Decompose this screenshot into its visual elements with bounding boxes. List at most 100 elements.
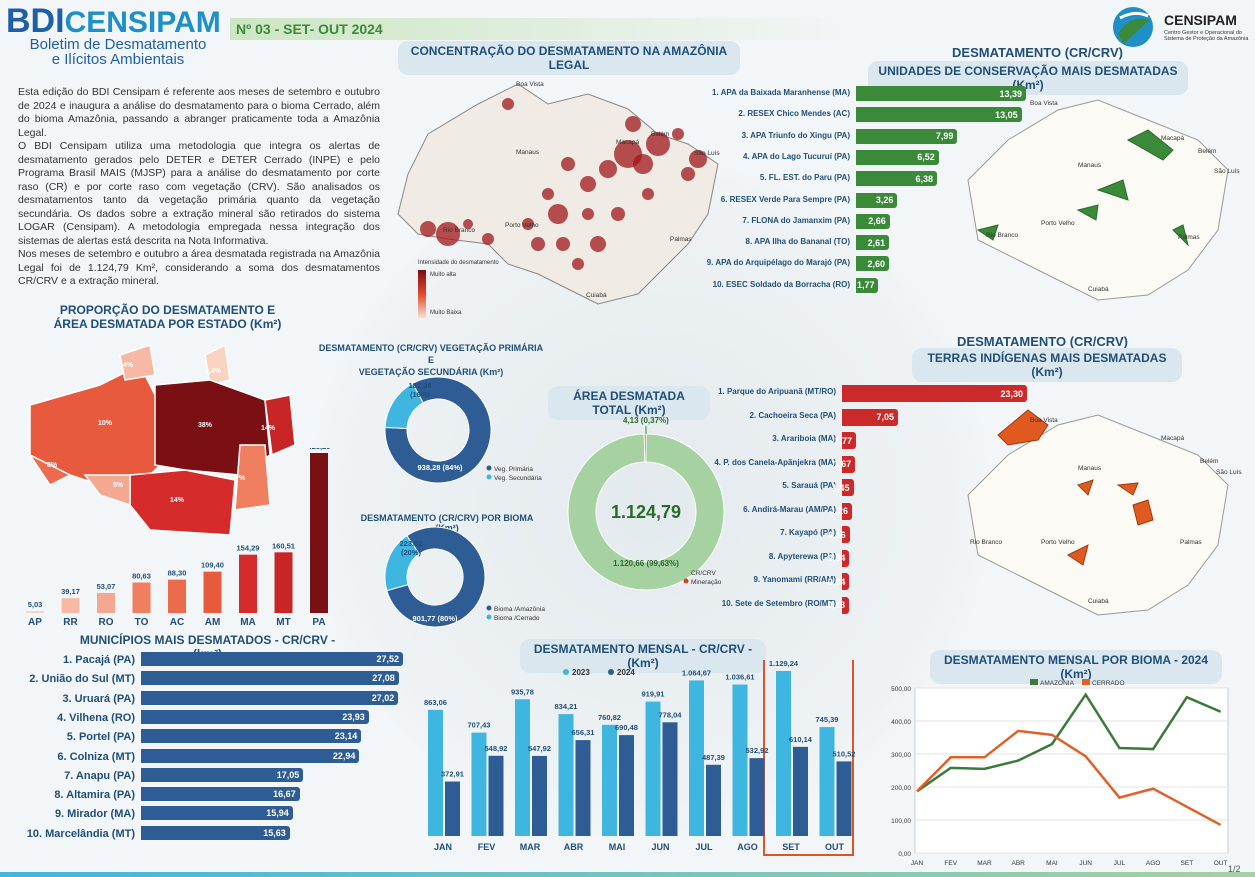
- bar-label: 2. RESEX Chico Mendes (AC): [738, 109, 850, 119]
- month-value-label: 1.036,61: [725, 673, 754, 682]
- heat-spot: [625, 116, 641, 132]
- month-tick-label: OUT: [825, 842, 845, 852]
- bar-label: 9. APA do Arquipélago do Marajó (PA): [706, 258, 850, 268]
- uc-map: [967, 99, 1229, 301]
- legend-label: Veg. Primária: [494, 466, 533, 473]
- bar-value: 13,39: [999, 88, 1022, 99]
- y-tick-label: 400,00: [891, 719, 911, 726]
- bar: 17,05: [141, 767, 304, 782]
- bar: 7,99: [856, 128, 958, 144]
- subtitle-line2: e Ilícitos Ambientais: [51, 51, 185, 68]
- state-pct-label: 0,4%: [205, 368, 222, 375]
- month-bar: [558, 714, 574, 836]
- y-tick-label: 100,00: [891, 818, 911, 825]
- donut-slice: [384, 382, 424, 430]
- state-tick-label: PA: [312, 617, 325, 628]
- bar: 23,93: [141, 709, 369, 724]
- bar-label: 4. Vilhena (RO): [56, 711, 135, 724]
- bar: 0,94: [828, 549, 850, 567]
- state-pct-label: 8%: [47, 462, 58, 469]
- states-title: PROPORÇÃO DO DESMATAMENTO E ÁREA DESMATA…: [40, 303, 295, 331]
- state-tick-label: AC: [170, 617, 184, 628]
- legend-dot: [486, 474, 492, 480]
- bar-value: 27,02: [371, 692, 395, 703]
- legend-label: CR/CRV: [691, 570, 716, 577]
- donut-slice: [386, 526, 486, 628]
- bar-value: 15,94: [266, 808, 289, 819]
- biomamensal-title: DESMATAMENTO MENSAL POR BIOMA - 2024 (Km…: [930, 650, 1222, 684]
- concentration-title: CONCENTRAÇÃO DO DESMATAMENTO NA AMAZÔNIA…: [398, 41, 740, 75]
- bar-value: 23,30: [1000, 388, 1023, 399]
- city-label: Belém: [651, 131, 670, 138]
- city-label: Palmas: [1180, 539, 1202, 546]
- bar-value: 0,88: [827, 600, 845, 610]
- month-tick-label: SET: [782, 842, 800, 852]
- bar: 2,66: [856, 213, 890, 229]
- bar: 6,52: [856, 149, 939, 165]
- city-label: Rio Branco: [986, 232, 1019, 239]
- bar-label: 5. Portel (PA): [66, 731, 135, 744]
- total-crcrv-label: 1.120,66 (99,63%): [613, 559, 679, 568]
- donut-value-label: (16%): [410, 390, 431, 399]
- state-bar: [97, 592, 115, 613]
- month-tick-label: MAI: [609, 842, 626, 852]
- legend-label: 2024: [617, 668, 635, 677]
- month-tick-label: FEV: [478, 842, 496, 852]
- legend-label: Bioma /Cerrado: [494, 615, 540, 622]
- legend-dot: [486, 614, 492, 620]
- bar-value: 6,38: [915, 173, 933, 184]
- state-bar: [203, 571, 222, 613]
- x-tick-label: JUL: [1114, 860, 1126, 867]
- state-value-label: 53,07: [97, 582, 116, 591]
- city-label: São Luís: [1214, 168, 1240, 175]
- bar-value: 23,93: [342, 711, 365, 722]
- donut-slice: [384, 535, 420, 592]
- city-label: São Luís: [694, 150, 720, 157]
- series-line: [916, 692, 1222, 793]
- month-bar: [602, 724, 617, 836]
- bar: 1,45: [832, 479, 854, 496]
- city-label: Rio Branco: [970, 539, 1003, 546]
- states-title1: PROPORÇÃO DO DESMATAMENTO E: [59, 303, 276, 317]
- month-tick-label: AGO: [737, 842, 758, 852]
- month-value-label: 548,92: [485, 744, 508, 753]
- bar-value: 23,14: [334, 731, 358, 742]
- bar: 6,38: [856, 171, 937, 187]
- heat-spot: [642, 188, 654, 200]
- state-value-label: 423,25: [308, 448, 331, 451]
- city-label: Manaus: [1078, 465, 1102, 472]
- bar-label: 8. APA Ilha do Bananal (TO): [745, 237, 850, 247]
- donut-slice: [643, 433, 647, 463]
- city-label: Manaus: [1078, 162, 1102, 169]
- bar-label: 5. FL. EST. do Paru (PA): [759, 173, 850, 183]
- bioma-donut-chart: 901,77 (80%) 223,02(20%) Bioma /Amazônia Bi…: [384, 526, 545, 628]
- subtitle-line1: Boletim de Desmatamento: [29, 36, 207, 53]
- bar-value: 7,05: [876, 412, 894, 422]
- bar-label: 1. APA da Baixada Maranhense (MA): [712, 88, 850, 97]
- bar: 1,77: [835, 432, 857, 449]
- month-value-label: 1.064,67: [682, 668, 711, 677]
- bar: 2,61: [856, 235, 890, 251]
- legend-dot: [683, 569, 689, 575]
- state-bar: [132, 582, 151, 613]
- month-value-label: 487,39: [702, 753, 725, 762]
- bar-value: 1,45: [831, 482, 850, 493]
- state-pct-label: 14%: [261, 425, 276, 432]
- city-label: Boa Vista: [1030, 417, 1058, 424]
- intro-p3: Nos meses de setembro e outubro a área d…: [18, 248, 380, 287]
- month-tick-label: MAR: [520, 842, 541, 852]
- logo-sub: Centro Gestor e Operacional do Sistema d…: [1164, 30, 1249, 42]
- censipam-logo: CENSIPAM Centro Gestor e Operacional do …: [1110, 4, 1250, 52]
- state-tick-label: RO: [99, 617, 114, 628]
- heat-spot: [548, 204, 568, 224]
- globe-logo-icon: [1113, 7, 1153, 47]
- bar-label: 9. Yanomami (RR/AM): [753, 575, 836, 584]
- state-bar: [239, 554, 257, 613]
- heat-spot: [580, 176, 596, 192]
- state-tick-label: MT: [276, 617, 290, 628]
- month-tick-label: ABR: [564, 842, 584, 852]
- bar: 1,77: [856, 277, 879, 293]
- donut-value-label: 182,38: [409, 381, 432, 390]
- ti-title2: TERRAS INDÍGENAS MAIS DESMATADAS (Km²): [912, 348, 1182, 382]
- month-bar: [689, 680, 704, 836]
